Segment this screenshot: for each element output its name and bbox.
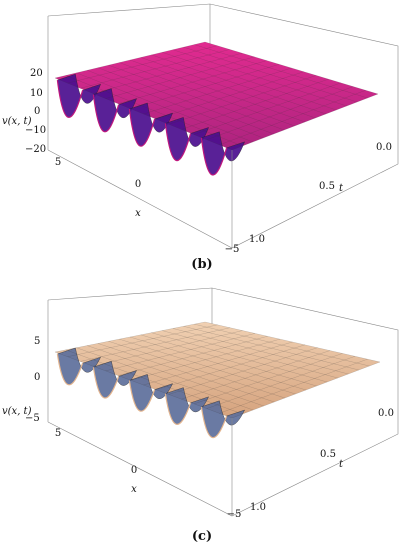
- mesh-line: [194, 82, 341, 135]
- panel-b-t-tick: 0.5: [319, 181, 335, 192]
- panel-c-surface-plateau: [55, 322, 380, 418]
- panel-b-t-tick: 1.0: [249, 234, 265, 245]
- surface-wave-crest: [200, 137, 228, 176]
- panel-c-t-tick: 1.0: [250, 502, 266, 513]
- surface-wave-crest: [92, 367, 120, 399]
- mesh-line: [156, 71, 304, 120]
- mesh-line: [206, 86, 354, 140]
- surface-wave-crest: [164, 393, 192, 425]
- mesh-line: [168, 75, 317, 125]
- panel-b-t-axis: 0.0 0.5 1.0 t: [249, 142, 392, 245]
- panel-b-z-tick: −20: [25, 144, 46, 155]
- surface-wave-crest: [200, 406, 228, 439]
- mesh-line: [140, 334, 317, 387]
- panel-b-x-tick: 0: [135, 179, 141, 190]
- panel-b-x-tick: 5: [55, 157, 61, 168]
- panel-c-surface-mesh: [54, 321, 381, 419]
- mesh-line: [206, 356, 356, 409]
- panel-c: 5 0 −5 v(x, t) 5 0 −5 x 0.0 0.5 1.0 t (c…: [2, 287, 399, 544]
- panel-b-x-label: x: [135, 208, 141, 219]
- surface-wave-crest: [56, 353, 84, 386]
- panel-b-x-axis: 5 0 −5 x: [55, 157, 240, 255]
- panel-b-surface-mesh: [54, 41, 379, 151]
- panel-c-z-tick: 0: [34, 372, 40, 383]
- panel-b-z-label: v(x, t): [2, 116, 32, 127]
- panel-b-z-axis: 20 10 0 −10 −20 v(x, t): [2, 68, 46, 155]
- panel-c-x-label: x: [131, 484, 137, 495]
- panel-c-x-tick: −5: [227, 509, 242, 520]
- panel-c-box-front: [47, 374, 399, 517]
- mesh-line: [143, 67, 292, 115]
- panel-c-z-axis: 5 0 −5 v(x, t): [2, 336, 40, 424]
- surface-wave-crest: [92, 94, 120, 133]
- mesh-line: [194, 324, 370, 367]
- mesh-line: [162, 330, 338, 379]
- mesh-line: [231, 93, 379, 151]
- mesh-line: [204, 41, 379, 95]
- panel-c-x-tick: 5: [55, 428, 61, 439]
- mesh-line: [181, 79, 329, 130]
- mesh-line: [168, 347, 318, 395]
- mesh-line: [194, 44, 368, 99]
- panel-c-t-tick: 0.0: [378, 408, 394, 419]
- panel-b-x-tick: −5: [225, 244, 240, 255]
- panel-c-x-tick: 0: [131, 465, 137, 476]
- panel-b-box-front: [47, 94, 399, 249]
- panel-c-x-axis: 5 0 −5 x: [55, 428, 242, 520]
- panel-b-caption: (b): [191, 257, 212, 272]
- mesh-line: [219, 90, 366, 145]
- mesh-line: [204, 321, 381, 363]
- surface-wave-crest: [128, 108, 156, 147]
- mesh-line: [156, 344, 306, 390]
- panel-c-z-tick: −5: [25, 413, 40, 424]
- panel-b-surface-waves: [56, 73, 245, 176]
- panel-c-z-label: v(x, t): [2, 406, 32, 417]
- panel-c-t-label: t: [339, 459, 344, 470]
- mesh-line: [172, 328, 349, 375]
- panel-b-t-tick: 0.0: [376, 142, 392, 153]
- mesh-line: [151, 332, 328, 383]
- mesh-line: [162, 52, 337, 111]
- mesh-line: [181, 350, 331, 400]
- surface-wave-crest: [56, 80, 84, 118]
- mesh-line: [183, 47, 358, 103]
- panel-c-t-axis: 0.0 0.5 1.0 t: [250, 408, 394, 513]
- mesh-line: [140, 57, 316, 119]
- panel-b-surface-plateau: [55, 42, 378, 150]
- panel-b: 20 10 0 −10 −20 v(x, t) 5 0 −5 x 0.0 0.5…: [2, 3, 399, 272]
- surface-wave-crest: [164, 123, 192, 161]
- mesh-line: [219, 359, 368, 414]
- mesh-line: [231, 361, 381, 419]
- panel-c-z-tick: 5: [34, 336, 40, 347]
- surface-wave-crest: [128, 380, 156, 412]
- mesh-line: [194, 353, 343, 404]
- mesh-line: [172, 49, 347, 107]
- mesh-line: [143, 341, 293, 386]
- panel-c-t-tick: 0.5: [320, 449, 336, 460]
- panel-c-caption: (c): [192, 529, 212, 544]
- panel-b-t-label: t: [339, 183, 344, 194]
- panel-b-z-tick: 0: [34, 106, 40, 117]
- mesh-line: [183, 326, 359, 371]
- panel-b-z-tick: 20: [30, 68, 43, 79]
- panel-b-z-tick: −10: [25, 125, 46, 136]
- panel-b-z-tick: 10: [30, 88, 43, 99]
- mesh-line: [151, 54, 326, 115]
